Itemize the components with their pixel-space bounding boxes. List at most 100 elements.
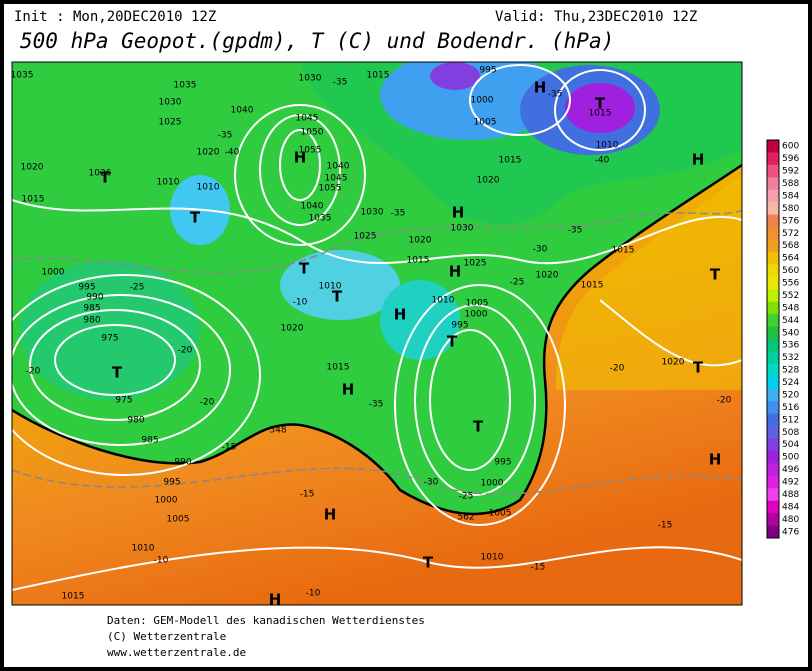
pressure-center: H [709, 451, 722, 469]
map-label: -35 [218, 131, 233, 141]
map-label: 980 [127, 416, 144, 426]
map-label: -35 [333, 78, 348, 88]
map-label: 985 [141, 436, 158, 446]
colorbar-label: 504 [782, 440, 799, 450]
pressure-center: T [423, 554, 434, 572]
colorbar-swatch [767, 164, 779, 178]
map-label: 1020 [409, 236, 432, 246]
pressure-center: T [299, 260, 310, 278]
map-label: 1020 [21, 163, 44, 173]
pressure-center: T [693, 359, 704, 377]
map-label: 562 [457, 513, 474, 523]
field-cold [280, 250, 400, 320]
map-label: 1025 [354, 232, 377, 242]
colorbar-label: 600 [782, 142, 799, 152]
pressure-center: T [100, 169, 111, 187]
map-label: 1055 [299, 146, 322, 156]
map-label: 985 [83, 304, 100, 314]
map-label: -35 [568, 226, 583, 236]
map-label: -20 [178, 346, 193, 356]
colorbar-swatch [767, 475, 779, 489]
map-label: 1000 [42, 268, 65, 278]
pressure-center: H [394, 306, 407, 324]
colorbar-swatch [767, 152, 779, 166]
colorbar-swatch [767, 525, 779, 539]
field-warm [12, 165, 742, 605]
colorbar-label: 476 [782, 527, 799, 537]
pressure-center: T [473, 418, 484, 436]
colorbar-swatch [767, 500, 779, 514]
field-cold [565, 83, 635, 133]
map-label: 995 [163, 478, 180, 488]
valid-text: Valid: Thu,23DEC2010 12Z [495, 9, 697, 25]
map-label: -25 [459, 492, 474, 502]
map-label: -40 [595, 156, 610, 166]
colorbar-label: 496 [782, 465, 799, 475]
map-label: 1025 [464, 259, 487, 269]
colorbar-swatch [767, 401, 779, 415]
pressure-center: H [342, 381, 355, 399]
map-frame [11, 61, 743, 606]
colorbar-swatch [767, 276, 779, 290]
pressure-center: T [447, 333, 458, 351]
map-label: 1050 [301, 128, 324, 138]
map-label: 995 [479, 66, 496, 76]
map-label: 1010 [132, 544, 155, 554]
map-label: -10 [293, 298, 308, 308]
map-label: 1015 [22, 195, 45, 205]
colorbar-swatch [767, 450, 779, 464]
map-label: 1040 [301, 202, 324, 212]
map-label: 1030 [361, 208, 384, 218]
pressure-center: H [294, 149, 307, 167]
colorbar-label: 520 [782, 390, 799, 400]
map-label: -10 [306, 589, 321, 599]
map-label: -20 [26, 367, 41, 377]
colorbar-swatch [767, 239, 779, 253]
pressure-center: H [692, 151, 705, 169]
map-label: 1030 [299, 74, 322, 84]
pressure-center: H [269, 591, 282, 609]
map-label: 1015 [589, 109, 612, 119]
map-label: 1035 [11, 71, 34, 81]
map-label: 1015 [612, 246, 635, 256]
map-label: 1055 [319, 184, 342, 194]
map-label: 1010 [319, 282, 342, 292]
colorbar-label: 540 [782, 328, 799, 338]
map-label: -20 [200, 398, 215, 408]
colorbar-label: 524 [782, 378, 799, 388]
map-label: 1045 [325, 174, 348, 184]
colorbar-swatch [767, 214, 779, 228]
map-label: -35 [391, 209, 406, 219]
colorbar-label: 508 [782, 428, 799, 438]
map-label: -30 [424, 478, 439, 488]
colorbar-label: 512 [782, 415, 799, 425]
footer-url: www.wetterzentrale.de [107, 646, 246, 659]
colorbar-swatch [767, 413, 779, 427]
map-label: -20 [610, 364, 625, 374]
colorbar-label: 568 [782, 241, 799, 251]
colorbar-label: 544 [782, 316, 799, 326]
colorbar-swatch [767, 289, 779, 303]
map-label: 995 [451, 321, 468, 331]
colorbar-swatch [767, 388, 779, 402]
colorbar-swatch [767, 189, 779, 203]
map-label: 1010 [481, 553, 504, 563]
map-label: 1015 [327, 363, 350, 373]
field [555, 175, 742, 390]
pressure-center: T [595, 95, 606, 113]
colorbar-label: 572 [782, 229, 799, 239]
map-title: 500 hPa Geopot.(gpdm), T (C) und Bodendr… [20, 29, 614, 53]
map-label: 975 [101, 334, 118, 344]
colorbar-swatch [767, 140, 779, 153]
map-label: 1010 [432, 296, 455, 306]
footer-copyright: (C) Wetterzentrale [107, 630, 226, 643]
map-label: 1000 [155, 496, 178, 506]
colorbar-label: 560 [782, 266, 799, 276]
map-label: 1045 [296, 114, 319, 124]
map-label: -40 [225, 148, 240, 158]
colorbar-label: 552 [782, 291, 799, 301]
colorbar-label: 500 [782, 453, 799, 463]
map [12, 62, 742, 605]
map-label: -15 [658, 521, 673, 531]
